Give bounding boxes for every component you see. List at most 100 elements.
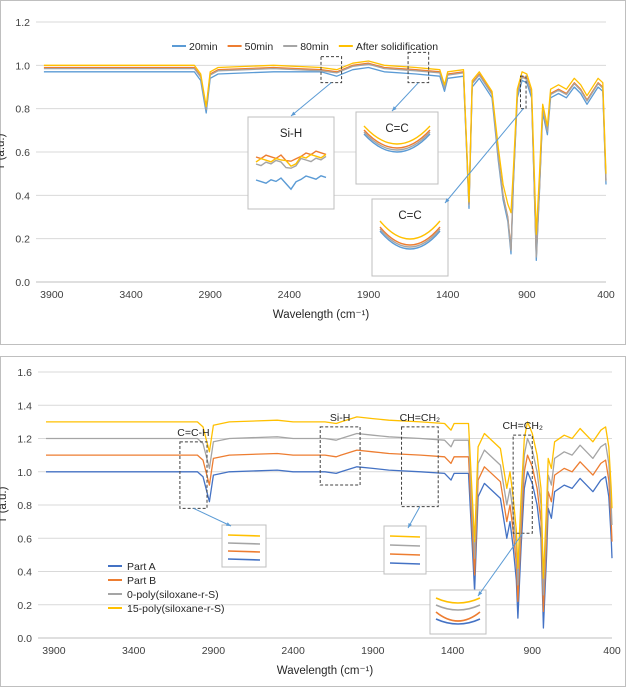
series-line-3: [46, 416, 613, 579]
series-line-2: [43, 63, 607, 258]
arrow-c-c-h: [193, 507, 232, 527]
arrow-c-c-h-head: [226, 522, 231, 526]
inset-label: Si-H: [280, 128, 302, 140]
inset-curve: [389, 544, 421, 547]
y-tick-label: 0.8: [17, 500, 32, 512]
x-tick-label: 3400: [122, 645, 146, 657]
inset-curve: [389, 562, 421, 565]
inset-curve: [379, 228, 441, 248]
x-tick-label: 900: [518, 289, 536, 301]
inset-curve: [435, 611, 481, 622]
arrow-ch-ch2-1-head: [408, 523, 412, 528]
legend-top: 20min 50min 80min After solidification: [172, 41, 438, 53]
inset-frame: [371, 198, 449, 277]
x-tick-label: 2400: [278, 289, 302, 301]
inset-curve: [435, 618, 481, 625]
y-tick-label: 1.4: [17, 400, 32, 412]
y-axis-label: T (a.u.): [0, 133, 7, 170]
x-tick-label: 400: [603, 645, 621, 657]
inset-curve: [255, 150, 327, 162]
highlight-label: Si-H: [330, 412, 350, 424]
y-tick-label: 0.6: [15, 147, 30, 159]
y-tick-label: 0.2: [17, 600, 32, 612]
x-axis-label: Wavelength (cm⁻¹): [273, 309, 370, 321]
arrow-ch-ch2-2-head: [478, 591, 483, 596]
y-tick-label: 0.8: [15, 104, 30, 116]
arrow-si-h: [290, 82, 332, 117]
x-tick-label: 1400: [441, 645, 465, 657]
y-tick-label: 0.0: [17, 633, 32, 645]
inset-si-h: Si-H: [247, 116, 335, 210]
series-line-1: [46, 449, 613, 613]
y-tick-label: 1.2: [17, 434, 32, 446]
transmittance-chart-top: 0.0 0.2 0.4 0.6 0.8 1.0 1.2 3900 3400 2900 2400 190…: [0, 0, 626, 345]
x-tick-label: 1900: [361, 645, 385, 657]
series-line-3: [43, 60, 607, 235]
inset-curve: [379, 220, 441, 240]
y-tick-label: 0.4: [17, 567, 32, 579]
inset-curve: [389, 553, 421, 556]
arrow-si-h-head: [291, 111, 296, 116]
inset-curve: [227, 550, 261, 553]
legend-bottom: Part A Part B 0-poly(siloxane-r-S) 15-poly(…: [108, 561, 224, 615]
y-tick-label: 1.2: [15, 17, 30, 29]
x-tick-label: 3900: [42, 645, 66, 657]
inset-curve: [255, 175, 327, 191]
highlight-box: [319, 426, 361, 486]
arrow-c-c-1: [391, 82, 419, 112]
inset-frame: [383, 525, 427, 575]
inset-curve: [363, 125, 431, 145]
arrow-ch-ch2-2: [477, 532, 524, 597]
legend-label: 20min: [189, 41, 218, 53]
inset-label: C=C: [398, 210, 421, 222]
x-tick-label: 400: [597, 289, 615, 301]
x-tick-label: 900: [524, 645, 542, 657]
inset-curve: [379, 226, 441, 246]
highlight-label: CH=CH₂: [400, 412, 441, 424]
x-tick-label: 1900: [357, 289, 381, 301]
y-tick-label: 0.2: [15, 234, 30, 246]
inset-curve: [227, 542, 261, 545]
y-axis-label: T (a.u.): [0, 486, 9, 523]
legend-label: 80min: [300, 41, 329, 53]
inset-curve: [389, 535, 421, 538]
highlight-label: CH=CH₂: [502, 420, 543, 432]
highlight-label: C=C-H: [177, 427, 209, 439]
inset-label: C=C: [385, 123, 408, 135]
arrow-c-c-2: [444, 108, 524, 204]
arrow-c-c-1-head: [392, 106, 397, 111]
inset-curve: [435, 597, 481, 604]
legend-label: After solidification: [356, 41, 438, 53]
x-tick-label: 1400: [436, 289, 460, 301]
inset-curve: [227, 558, 261, 561]
inset-curve: [363, 133, 431, 153]
inset-curve: [435, 604, 481, 611]
x-tick-label: 2900: [202, 645, 226, 657]
legend-label: Part B: [127, 575, 156, 587]
x-tick-label: 2400: [281, 645, 305, 657]
inset-curve: [363, 129, 431, 149]
legend-label: Part A: [127, 561, 156, 573]
series-line-2: [46, 432, 613, 596]
y-tick-label: 0.4: [15, 190, 30, 202]
chart-border: [0, 356, 626, 687]
y-tick-label: 1.0: [15, 60, 30, 72]
y-tick-label: 1.6: [17, 367, 32, 379]
legend-label: 50min: [245, 41, 274, 53]
inset-c-c-2: C=C: [371, 198, 449, 277]
x-tick-label: 2900: [198, 289, 222, 301]
inset-frame: [429, 589, 487, 635]
transmittance-chart-bottom: 0.0 0.2 0.4 0.6 0.8 1.0 1.2 1.4 1.6 3900 3400 2900 2…: [0, 356, 626, 687]
x-axis-label: Wavelength (cm⁻¹): [277, 665, 374, 677]
inset-ch-ch2-2: [429, 589, 487, 635]
chart-panel-bottom: 0.0 0.2 0.4 0.6 0.8 1.0 1.2 1.4 1.6 3900 3400 2900 2…: [0, 356, 626, 687]
inset-frame: [247, 116, 335, 210]
inset-c-c-1: C=C: [355, 111, 439, 185]
chart-panel-top: 0.0 0.2 0.4 0.6 0.8 1.0 1.2 3900 3400 2900 2400 190…: [0, 0, 626, 345]
arrow-c-c-2-head: [445, 198, 450, 203]
inset-curve: [255, 153, 327, 168]
series-line-0: [46, 466, 613, 629]
inset-curve: [379, 230, 441, 250]
highlight-box: [401, 426, 439, 508]
inset-c-c-h: [221, 524, 267, 568]
